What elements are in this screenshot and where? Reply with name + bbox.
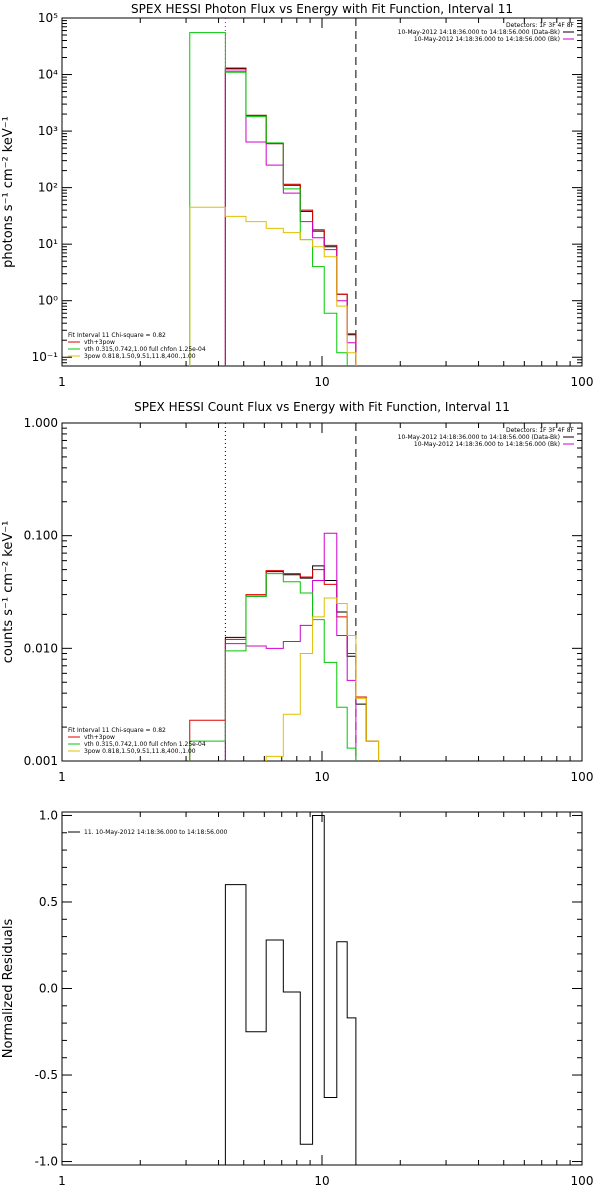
- legend-entry: vth 0.315,0.742,1.00 full chfon 1.25e-04: [84, 346, 206, 353]
- x-tick-label: 10: [314, 770, 329, 784]
- x-tick-label: 1: [58, 1174, 66, 1188]
- plot-frame: [61, 17, 583, 367]
- series-line-green: [189, 573, 357, 761]
- series-line-yellow: [189, 206, 357, 366]
- y-tick-label: 1.000: [24, 416, 58, 430]
- y-tick-label: 10⁵: [38, 11, 58, 25]
- x-tick-label: 10: [314, 375, 329, 389]
- y-tick-label: 0.100: [24, 529, 58, 543]
- series-group: [189, 532, 380, 761]
- plot-frame: [61, 811, 583, 1166]
- x-tick-label: 1: [58, 770, 66, 784]
- legend-title: Fit Interval 11 Chi-square = 0.82: [68, 332, 166, 339]
- y-tick-label: 10²: [38, 181, 58, 195]
- x-tick-label: 100: [571, 375, 594, 389]
- detectors-label: Detectors: 1F 3F 4F 8F: [506, 427, 575, 434]
- y-tick-label: 10⁻¹: [32, 350, 59, 364]
- time-interval-label: 10-May-2012 14:18:36.000 to 14:18:56.000…: [414, 441, 560, 448]
- plot-panel-1: SPEX HESSI Photon Flux vs Energy with Fi…: [1, 2, 593, 389]
- y-tick-label: 1.0: [39, 808, 58, 822]
- series-line-green: [189, 32, 348, 366]
- plot-panel-2: SPEX HESSI Count Flux vs Energy with Fit…: [1, 400, 593, 784]
- y-tick-label: 0.010: [24, 641, 58, 655]
- x-tick-label: 100: [571, 1174, 594, 1188]
- legend: Fit Interval 11 Chi-square = 0.82vth+3po…: [68, 727, 206, 755]
- legend-entry: 3pow 0.818,1.50,9.51,11.8,400.,1.00: [84, 748, 196, 755]
- y-tick-label: 0.0: [39, 982, 58, 996]
- legend: Fit Interval 11 Chi-square = 0.82vth+3po…: [68, 332, 206, 360]
- series-line-red: [189, 569, 380, 761]
- x-tick-label: 10: [314, 1174, 329, 1188]
- legend-entry: vth 0.315,0.742,1.00 full chfon 1.25e-04: [84, 741, 206, 748]
- series-line-magenta: [224, 532, 357, 761]
- y-tick-label: 10⁴: [38, 68, 58, 82]
- legend-entry: vth+3pow: [84, 339, 115, 346]
- y-axis-label: photons s⁻¹ cm⁻² keV⁻¹: [1, 116, 16, 268]
- y-tick-label: 10¹: [38, 237, 58, 251]
- legend-entry: 11. 10-May-2012 14:18:36.000 to 14:18:56…: [84, 829, 228, 836]
- y-axis-label: Normalized Residuals: [1, 919, 16, 1059]
- legend: 11. 10-May-2012 14:18:36.000 to 14:18:56…: [68, 829, 228, 836]
- x-tick-label: 1: [58, 375, 66, 389]
- legend-title: Fit Interval 11 Chi-square = 0.82: [68, 727, 166, 734]
- plot-frame: [61, 422, 583, 762]
- legend-entry: vth+3pow: [84, 734, 115, 741]
- series-line-red: [224, 68, 357, 366]
- series-group: [189, 32, 357, 366]
- time-interval-label: 10-May-2012 14:18:36.000 to 14:18:56.000…: [398, 434, 560, 441]
- y-tick-label: 10³: [38, 124, 58, 138]
- y-tick-label: 0.001: [24, 754, 58, 768]
- legend-entry: 3pow 0.818,1.50,9.51,11.8,400.,1.00: [84, 353, 196, 360]
- series-group: [224, 814, 357, 1165]
- x-tick-label: 100: [571, 770, 594, 784]
- series-line-magenta: [224, 70, 357, 366]
- y-tick-label: 0.5: [39, 895, 58, 909]
- chart-title: SPEX HESSI Count Flux vs Energy with Fit…: [134, 400, 510, 414]
- plot-panel-3: 1 10 100 -1.0 -0.5 0.0 0.5 1.0 Normalized Residu…: [1, 808, 593, 1188]
- y-tick-label: 10⁰: [38, 294, 58, 308]
- y-tick-label: -1.0: [35, 1155, 58, 1169]
- detectors-label: Detectors: 1F 3F 4F 8F: [506, 22, 575, 29]
- time-interval-label: 10-May-2012 14:18:36.000 to 14:18:56.000…: [398, 29, 560, 36]
- chart-title: SPEX HESSI Photon Flux vs Energy with Fi…: [131, 2, 513, 16]
- y-axis-label: counts s⁻¹ cm⁻² keV⁻¹: [1, 521, 16, 664]
- series-line-yellow: [265, 597, 380, 761]
- time-interval-label: 10-May-2012 14:18:36.000 to 14:18:56.000…: [414, 36, 560, 43]
- series-line-black: [224, 814, 357, 1165]
- y-tick-label: -0.5: [35, 1068, 58, 1082]
